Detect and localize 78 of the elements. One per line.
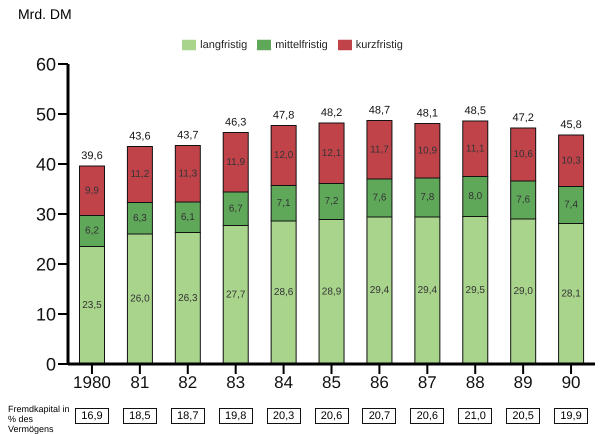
data-label: 8,0 bbox=[468, 191, 483, 202]
data-label: 29,5 bbox=[466, 284, 486, 296]
y-axis-title: Mrd. DM bbox=[18, 6, 72, 22]
text: 18,5 bbox=[122, 408, 157, 424]
text: 21,0 bbox=[458, 408, 492, 424]
total-label: 48,2 bbox=[320, 107, 342, 119]
data-label: 11,9 bbox=[226, 156, 246, 168]
data-label: 12,1 bbox=[322, 148, 342, 159]
text: 20,6 bbox=[314, 408, 348, 424]
data-label: 28,1 bbox=[561, 288, 582, 300]
data-label: 7,1 bbox=[276, 198, 292, 209]
x-tick-label: 84 bbox=[274, 373, 294, 392]
total-label: 47,2 bbox=[512, 112, 534, 124]
data-label: 7,6 bbox=[516, 194, 531, 206]
data-label: 6,7 bbox=[228, 203, 244, 214]
data-label: 29,4 bbox=[418, 285, 438, 296]
y-tick-label: 30 bbox=[36, 204, 56, 224]
total-label: 48,7 bbox=[368, 104, 390, 116]
legend-label: kurzfristig bbox=[356, 38, 403, 51]
data-label: 7,6 bbox=[372, 192, 387, 204]
y-tick-label: 40 bbox=[36, 154, 56, 174]
x-tick-label: 82 bbox=[178, 373, 198, 392]
text: 20,3 bbox=[266, 408, 301, 424]
legend-label: langfristig bbox=[200, 38, 248, 51]
data-label: 7,2 bbox=[324, 196, 339, 207]
x-tick-label: 86 bbox=[370, 373, 389, 392]
legend-label: mittelfristig bbox=[275, 38, 328, 51]
total-label: 46,3 bbox=[225, 116, 246, 128]
x-tick-label: 1980 bbox=[73, 373, 111, 392]
data-label: 26,3 bbox=[178, 292, 198, 304]
y-tick-label: 20 bbox=[36, 254, 56, 274]
y-tick-label: 50 bbox=[36, 104, 56, 124]
text: Fremdkapital in % des Vermögens bbox=[8, 404, 71, 434]
total-label: 48,1 bbox=[416, 108, 438, 120]
text: 20,7 bbox=[362, 408, 396, 424]
data-label: 29,4 bbox=[370, 285, 390, 296]
data-label: 11,3 bbox=[178, 168, 198, 180]
data-label: 9,9 bbox=[85, 185, 100, 196]
x-tick-label: 87 bbox=[418, 373, 437, 392]
data-label: 26,0 bbox=[130, 294, 150, 304]
x-tick-label: 83 bbox=[226, 373, 246, 392]
data-label: 28,6 bbox=[274, 287, 294, 298]
text: 19,9 bbox=[554, 408, 588, 424]
data-label: 10,3 bbox=[561, 155, 582, 166]
data-label: 28,9 bbox=[322, 286, 342, 298]
x-tick-label: 90 bbox=[562, 373, 581, 392]
data-label: 11,2 bbox=[130, 169, 150, 180]
data-label: 6,1 bbox=[180, 212, 196, 223]
text: 20,6 bbox=[410, 408, 444, 424]
text: 20,5 bbox=[506, 408, 540, 424]
x-tick-label: 81 bbox=[130, 373, 150, 392]
y-tick-label: 0 bbox=[46, 354, 56, 374]
data-label: 7,4 bbox=[564, 200, 578, 210]
text: 16,9 bbox=[74, 408, 109, 424]
data-label: 27,7 bbox=[226, 289, 246, 300]
data-label: 7,8 bbox=[420, 192, 435, 203]
data-label: 23,5 bbox=[82, 300, 102, 311]
y-tick-label: 60 bbox=[36, 54, 56, 74]
data-label: 10,6 bbox=[513, 149, 534, 160]
total-label: 48,5 bbox=[464, 105, 486, 117]
total-label: 39,6 bbox=[81, 150, 103, 162]
x-tick-label: 89 bbox=[514, 373, 533, 392]
y-tick-label: 10 bbox=[36, 304, 56, 324]
data-label: 29,0 bbox=[513, 286, 534, 297]
data-label: 11,1 bbox=[466, 143, 486, 154]
data-label: 11,7 bbox=[370, 144, 390, 156]
data-label: 6,3 bbox=[132, 212, 148, 224]
total-label: 43,6 bbox=[129, 130, 151, 142]
total-label: 45,8 bbox=[560, 119, 582, 131]
text: 19,8 bbox=[218, 408, 253, 424]
data-label: 12,0 bbox=[274, 150, 294, 161]
x-tick-label: 85 bbox=[322, 373, 341, 392]
total-label: 43,7 bbox=[177, 130, 199, 142]
text: 18,7 bbox=[170, 408, 205, 424]
total-label: 47,8 bbox=[272, 110, 294, 122]
x-tick-label: 88 bbox=[466, 373, 485, 392]
data-label: 6,2 bbox=[85, 226, 100, 236]
data-label: 10,9 bbox=[418, 145, 438, 156]
